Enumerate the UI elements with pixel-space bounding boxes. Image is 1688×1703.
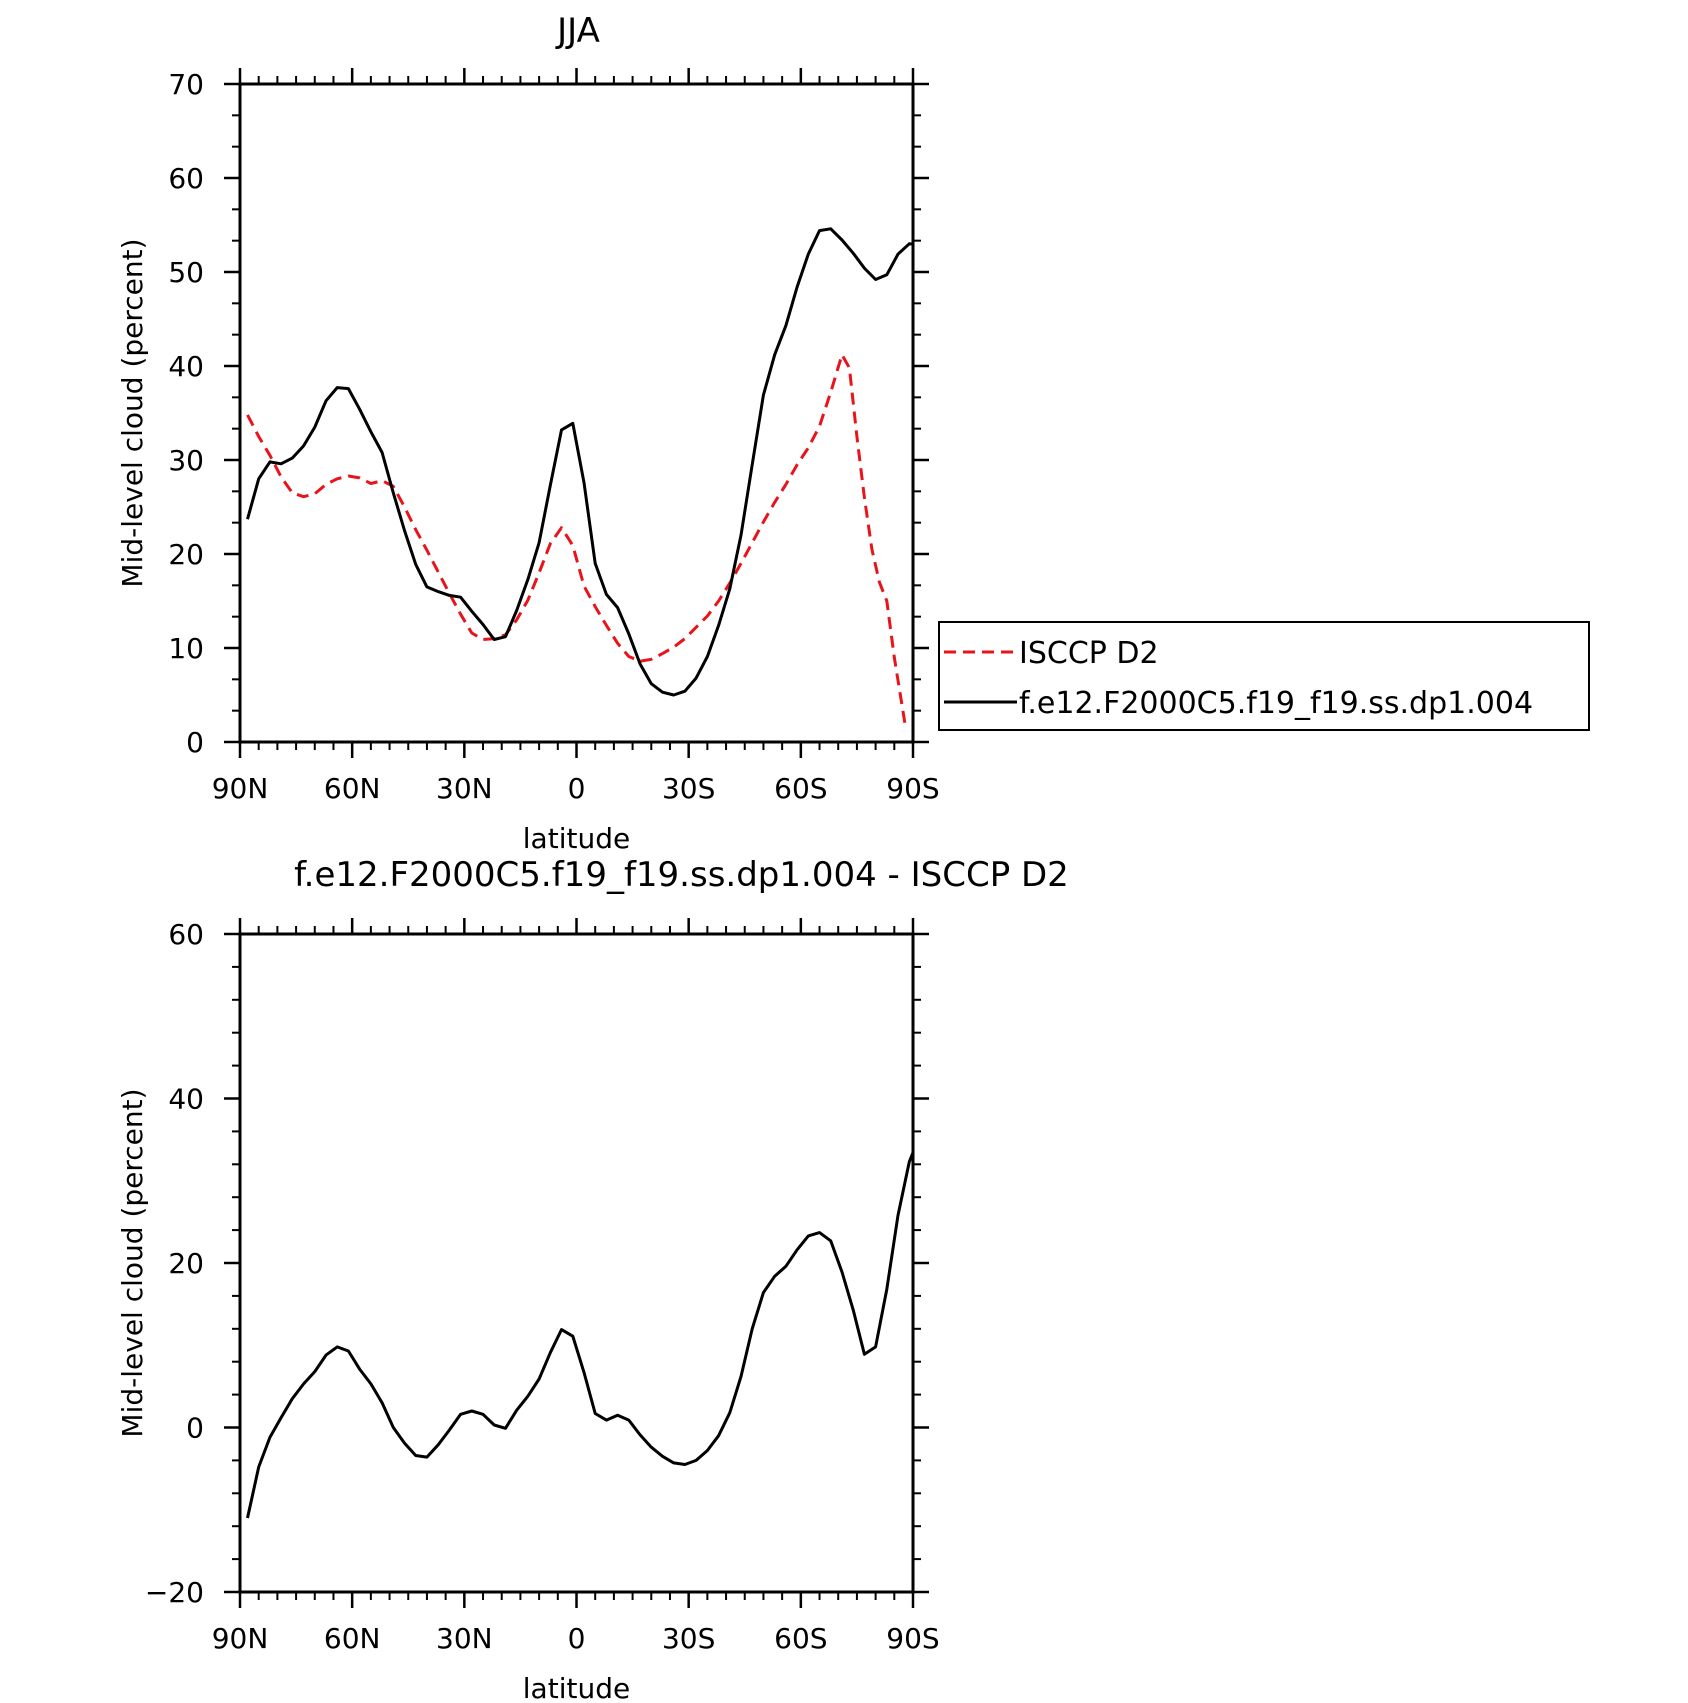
series-line-isccp-d2 xyxy=(246,353,907,728)
legend-label: f.e12.F2000C5.f19_f19.ss.dp1.004 xyxy=(1019,686,1533,721)
x-tick-label: 60S xyxy=(774,772,827,805)
x-tick-label: 30N xyxy=(436,772,493,805)
x-tick-label: 30N xyxy=(436,1622,493,1655)
x-tick-label: 60N xyxy=(324,1622,381,1655)
plot-frame xyxy=(238,932,915,1594)
x-axis-label: latitude xyxy=(523,822,630,855)
y-axis-label: Mid-level cloud (percent) xyxy=(116,1088,149,1437)
plot-frame xyxy=(238,82,915,744)
x-tick-label: 30S xyxy=(662,1622,715,1655)
legend-label: ISCCP D2 xyxy=(1019,636,1159,671)
y-tick-label: 20 xyxy=(168,538,204,571)
y-tick-label: 0 xyxy=(186,726,204,759)
x-tick-label: 90S xyxy=(886,772,939,805)
x-tick-label: 30S xyxy=(662,772,715,805)
x-tick-label: 0 xyxy=(568,772,586,805)
y-tick-label: 70 xyxy=(168,68,204,101)
x-tick-label: 90N xyxy=(212,772,269,805)
y-tick-label: 40 xyxy=(168,350,204,383)
chart-panel-1 xyxy=(224,68,1590,758)
y-tick-label: 0 xyxy=(186,1412,204,1445)
chart-panel-2 xyxy=(224,918,929,1608)
series-line-diff-1 xyxy=(246,1148,913,1519)
x-tick-label: 90S xyxy=(886,1622,939,1655)
y-tick-label: 30 xyxy=(168,444,204,477)
y-tick-label: 50 xyxy=(168,256,204,289)
y-tick-label: 60 xyxy=(168,918,204,951)
y-tick-label: 20 xyxy=(168,1247,204,1280)
series-line-f-e12-f2000c5-f19-f19-ss-dp1-004 xyxy=(246,227,913,697)
x-tick-label: 60N xyxy=(324,772,381,805)
y-tick-label: 60 xyxy=(168,162,204,195)
x-axis-label: latitude xyxy=(523,1672,630,1703)
y-axis-label: Mid-level cloud (percent) xyxy=(116,238,149,587)
chart-title: JJA xyxy=(555,11,600,51)
y-tick-label: 40 xyxy=(168,1083,204,1116)
x-tick-label: 60S xyxy=(774,1622,827,1655)
legend-box xyxy=(938,621,1590,731)
y-tick-label: −20 xyxy=(145,1576,204,1609)
chart-title: f.e12.F2000C5.f19_f19.ss.dp1.004 - ISCCP… xyxy=(294,855,1069,895)
y-tick-label: 10 xyxy=(168,632,204,665)
x-tick-label: 0 xyxy=(568,1622,586,1655)
x-tick-label: 90N xyxy=(212,1622,269,1655)
